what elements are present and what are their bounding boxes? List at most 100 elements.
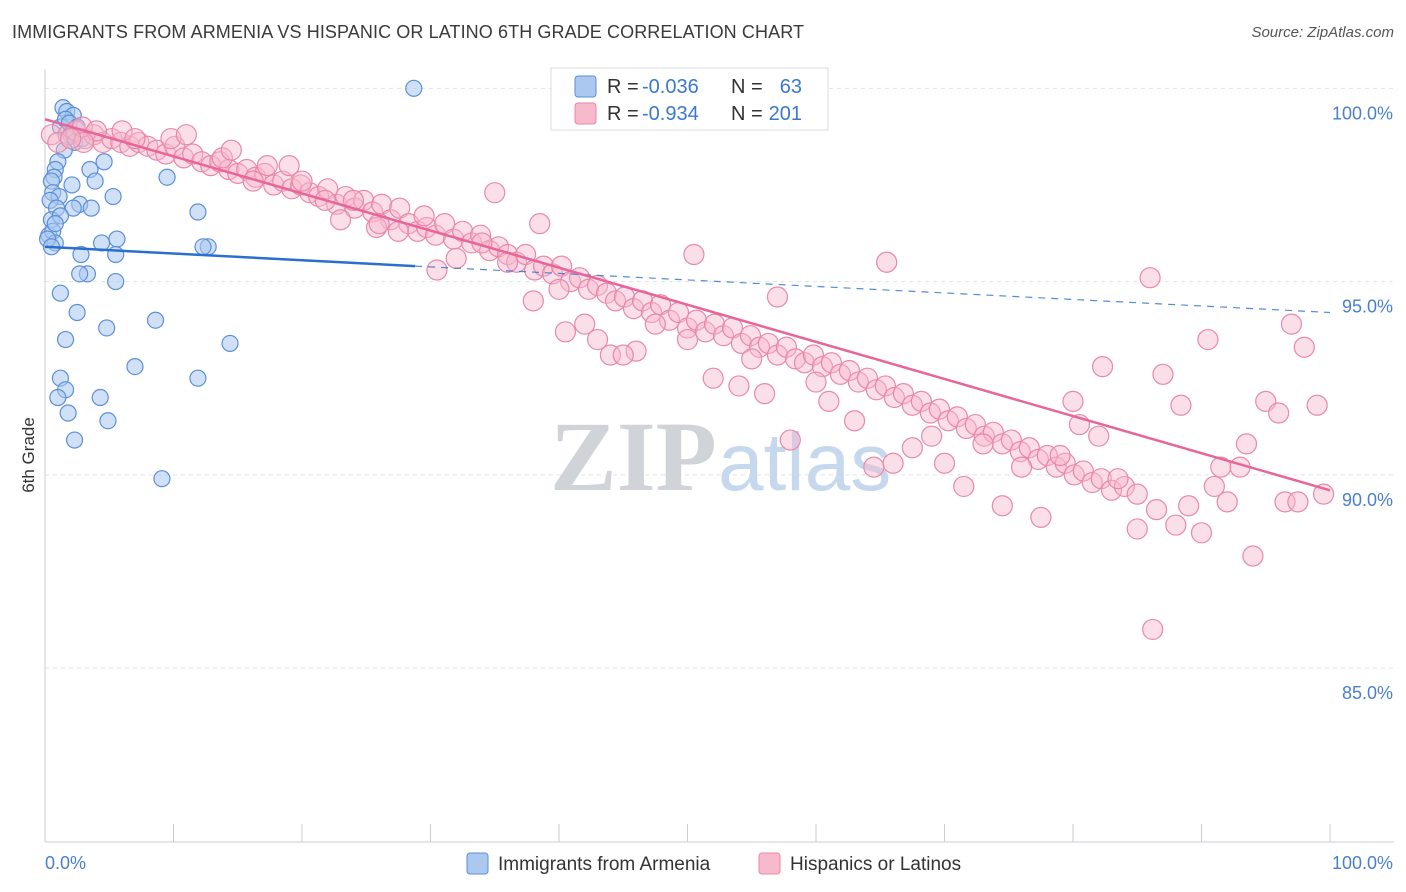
armenia-point <box>51 284 70 302</box>
hispanic-point <box>766 286 789 308</box>
hispanic-point <box>365 216 388 239</box>
armenia-point <box>107 245 125 264</box>
watermark-atlas: atlas <box>718 417 891 508</box>
hispanic-point <box>793 352 816 374</box>
armenia-point <box>153 470 171 488</box>
hispanic-point <box>892 383 914 405</box>
armenia-point <box>56 330 75 349</box>
legend-r-label-hispanic: R = <box>607 103 639 125</box>
armenia-point <box>189 369 207 387</box>
legend-swatch-hispanic <box>574 102 597 125</box>
hispanic-point <box>1030 506 1052 528</box>
legend-swatch-armenia <box>574 75 597 98</box>
hispanic-point <box>928 398 950 420</box>
hispanic-point <box>703 313 726 335</box>
hispanic-point <box>548 278 570 300</box>
armenia-point <box>98 319 116 337</box>
hispanic-point <box>368 213 390 235</box>
bottom-legend-hispanic: Hispanics or Latinos <box>790 854 961 875</box>
watermark: ZIP atlas <box>550 401 891 512</box>
hispanic-point <box>1235 433 1258 455</box>
hispanic-point <box>901 437 923 459</box>
hispanic-point <box>921 425 943 447</box>
series-legend: Immigrants from Armenia Hispanics or Lat… <box>466 852 961 875</box>
hispanic-point <box>445 247 467 269</box>
hispanic-point <box>1126 518 1148 540</box>
hispanic-point <box>805 371 827 393</box>
hispanic-point <box>964 413 986 436</box>
hispanic-point <box>991 495 1013 517</box>
hispanic-point <box>1190 522 1213 544</box>
hispanic-point <box>554 321 577 343</box>
hispanic-point <box>820 352 843 374</box>
armenia-point <box>95 153 113 171</box>
y-axis-title: 6th Grade <box>19 417 38 493</box>
hispanic-point <box>766 344 789 366</box>
hispanic-point <box>818 390 840 412</box>
watermark-zip: ZIP <box>550 401 717 512</box>
armenia-trend-line <box>44 245 416 268</box>
armenia-point <box>194 238 212 256</box>
hispanic-point <box>529 213 551 235</box>
armenia-point <box>91 388 109 407</box>
legend-box <box>550 67 829 131</box>
hispanic-point <box>1036 444 1058 467</box>
x-tick-label-max: 100.0% <box>1332 853 1393 873</box>
hispanic-point <box>1145 499 1168 521</box>
hispanic-point <box>739 325 762 347</box>
armenia-point <box>158 168 176 186</box>
hispanic-point <box>1088 425 1110 447</box>
hispanic-point <box>1203 475 1225 498</box>
armenia-point <box>126 358 144 376</box>
hispanic-point <box>209 151 231 173</box>
hispanic-point <box>1018 437 1040 459</box>
series-armenia-points <box>38 79 423 488</box>
hispanic-point <box>644 313 666 335</box>
stats-legend: R = -0.036 N = 63 R = -0.934 N = 201 <box>550 67 829 131</box>
hispanic-point <box>779 429 801 451</box>
armenia-point <box>107 272 125 291</box>
hispanic-point <box>72 131 95 154</box>
hispanic-point <box>1178 495 1200 517</box>
hispanic-point <box>1306 394 1328 416</box>
hispanic-point <box>175 124 197 146</box>
hispanic-point <box>728 375 750 397</box>
hispanic-point <box>612 344 634 366</box>
hispanic-point <box>1072 460 1094 482</box>
hispanic-point <box>933 452 956 474</box>
armenia-point <box>71 265 89 283</box>
legend-n-label-hispanic: N = <box>731 103 763 125</box>
trend-lines <box>44 118 1331 492</box>
hispanic-point <box>1010 456 1033 478</box>
hispanic-point <box>60 127 82 150</box>
hispanic-point <box>953 475 975 498</box>
hispanic-point <box>972 433 994 455</box>
armenia-point <box>108 230 126 248</box>
hispanic-point <box>856 367 879 389</box>
hispanic-point <box>586 328 609 351</box>
hispanic-point <box>730 332 753 355</box>
hispanic-point <box>413 205 435 227</box>
hispanic-point <box>802 344 825 366</box>
armenia-point <box>221 334 239 353</box>
hispanic-point <box>838 359 861 382</box>
bottom-swatch-hispanic <box>758 852 781 875</box>
y-tick-label-85: 85.0% <box>1342 683 1393 703</box>
hispanic-point <box>329 209 352 231</box>
armenia-point <box>146 311 165 329</box>
hispanic-point <box>47 131 69 154</box>
hispanic-point <box>574 313 596 335</box>
legend-n-value-hispanic: 201 <box>769 103 802 125</box>
armenia-point <box>86 172 104 190</box>
hispanic-point <box>683 243 705 266</box>
hispanic-point <box>775 336 798 358</box>
hispanic-point <box>843 410 866 432</box>
hispanic-point <box>1197 328 1219 351</box>
hispanic-point <box>1062 390 1084 412</box>
hispanic-point <box>702 367 724 389</box>
hispanic-point <box>640 301 663 324</box>
hispanic-point <box>1142 618 1164 641</box>
hispanic-point <box>1210 456 1232 478</box>
hispanic-point <box>676 317 699 339</box>
